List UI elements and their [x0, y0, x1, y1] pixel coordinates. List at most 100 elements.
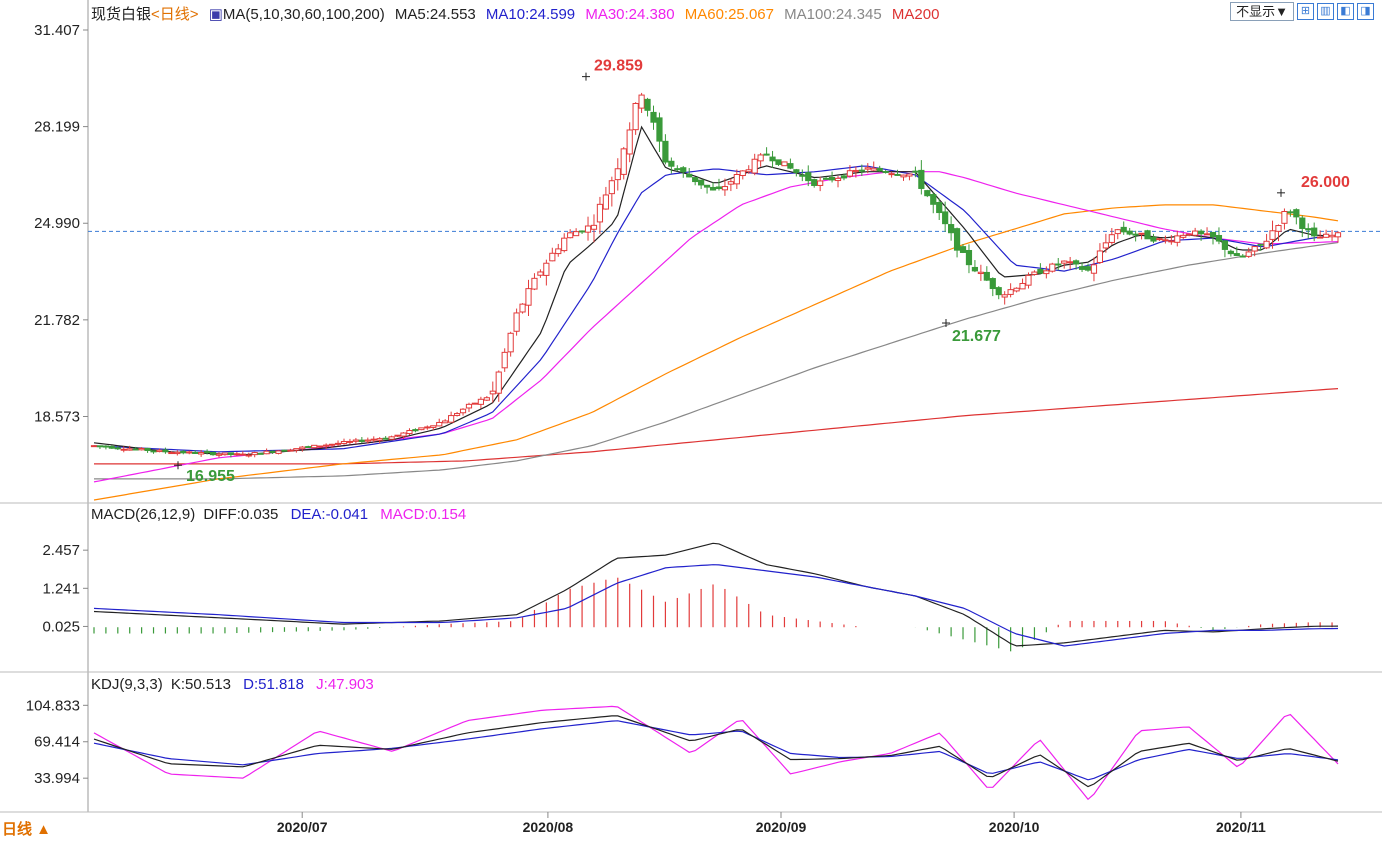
candle-body: [1114, 229, 1121, 235]
candle-body: [739, 170, 746, 177]
kdj-j: J:47.903: [316, 676, 374, 693]
candle-body: [1322, 233, 1330, 238]
layout-icon[interactable]: ▥: [1317, 3, 1334, 20]
candle-body: [275, 450, 282, 454]
candle-body: [370, 438, 377, 441]
chart-left-icon[interactable]: ◧: [1337, 3, 1354, 20]
ma-label: MA(5,10,30,60,100,200): [222, 6, 385, 23]
candle-body: [942, 211, 949, 225]
candle-body: [1245, 251, 1252, 257]
candle-body: [209, 451, 217, 456]
candle-body: [305, 446, 312, 449]
candle-body: [1084, 266, 1092, 271]
candle-body: [442, 420, 449, 424]
candle-body: [715, 186, 723, 190]
candle-body: [156, 449, 163, 453]
candle-body: [757, 154, 764, 162]
candle-body: [453, 413, 461, 416]
candle-body: [346, 440, 354, 443]
x-tick-label: 2020/09: [756, 819, 807, 835]
candle-body: [1239, 255, 1246, 258]
macd-tick-label: 0.025: [42, 618, 80, 635]
extreme-label: 16.955: [186, 468, 235, 485]
candle-body: [608, 180, 615, 195]
candle-body: [828, 176, 836, 181]
candle-body: [703, 184, 711, 188]
x-tick-label: 2020/11: [1216, 819, 1266, 835]
candle-body: [680, 167, 687, 173]
macd-tick-label: 1.241: [42, 580, 80, 597]
macd-tick-label: 2.457: [42, 542, 80, 559]
candle-body: [1126, 230, 1133, 235]
candle-body: [287, 449, 294, 452]
candle-body: [358, 439, 365, 443]
ma5-value: MA5:24.553: [394, 6, 476, 23]
candle-body: [876, 167, 883, 172]
candle-body: [817, 180, 824, 186]
candle-body: [1257, 243, 1264, 246]
candle-body: [638, 94, 645, 109]
candle-body: [352, 439, 359, 442]
candle-body: [513, 312, 520, 332]
candle-body: [781, 161, 788, 167]
candle-body: [721, 186, 729, 191]
candle-body: [1263, 240, 1270, 249]
candle-body: [299, 446, 306, 450]
candle-body: [900, 174, 907, 178]
candle-body: [1001, 294, 1008, 298]
grid-icon[interactable]: ⊞: [1297, 3, 1314, 20]
candle-body: [323, 444, 330, 447]
candle-body: [650, 111, 657, 123]
macd-dea-line: [93, 564, 1339, 647]
x-tick-label: 2020/08: [523, 819, 574, 835]
candle-body: [519, 303, 526, 313]
candle-body: [1209, 231, 1217, 238]
candle-body: [198, 452, 205, 455]
candle-body: [1102, 242, 1109, 249]
candle-body: [1221, 240, 1229, 250]
candle-body: [406, 429, 413, 435]
ma100-line: [94, 241, 1339, 480]
period-switch-button[interactable]: 日线 ▲: [2, 821, 52, 838]
chart-right-icon[interactable]: ◨: [1357, 3, 1374, 20]
candle-body: [1043, 270, 1050, 275]
candle-body: [1168, 240, 1175, 243]
candle-body: [1251, 246, 1258, 252]
candle-body: [614, 168, 621, 181]
candle-body: [989, 278, 996, 290]
candle-body: [418, 427, 425, 431]
candle-body: [1275, 225, 1282, 232]
candle-body: [811, 179, 818, 186]
candle-body: [168, 452, 175, 455]
kdj-legend: KDJ(9,3,3) K:50.513 D:51.818 J:47.903: [91, 676, 382, 693]
candle-body: [1334, 232, 1342, 238]
candle-body: [620, 148, 627, 175]
candle-body: [96, 445, 104, 448]
candle-body: [1037, 268, 1044, 274]
candle-body: [918, 169, 925, 189]
candle-body: [174, 451, 181, 455]
hide-dropdown-button[interactable]: 不显示▼: [1230, 2, 1294, 21]
candle-body: [852, 169, 859, 173]
candle-body: [1049, 263, 1056, 272]
candle-body: [1287, 211, 1294, 214]
macd-diff: DIFF:0.035: [203, 506, 279, 523]
candle-body: [870, 167, 877, 171]
candle-body: [269, 450, 276, 453]
ma30-line: [93, 171, 1339, 483]
candle-body: [162, 449, 169, 453]
candle-body: [763, 153, 770, 156]
ma10-value: MA10:24.599: [485, 6, 576, 23]
extreme-label: 21.677: [952, 328, 1001, 345]
candle-body: [864, 167, 871, 170]
candle-body: [727, 181, 734, 185]
candle-body: [668, 160, 675, 167]
ma60-value: MA60:25.067: [684, 6, 774, 23]
candle-body: [1162, 239, 1169, 242]
period-label[interactable]: <日线>: [151, 6, 199, 23]
ma30-value: MA30:24.380: [585, 6, 675, 23]
candle-body: [1031, 271, 1038, 275]
candle-body: [823, 177, 830, 180]
candle-body: [531, 277, 538, 290]
